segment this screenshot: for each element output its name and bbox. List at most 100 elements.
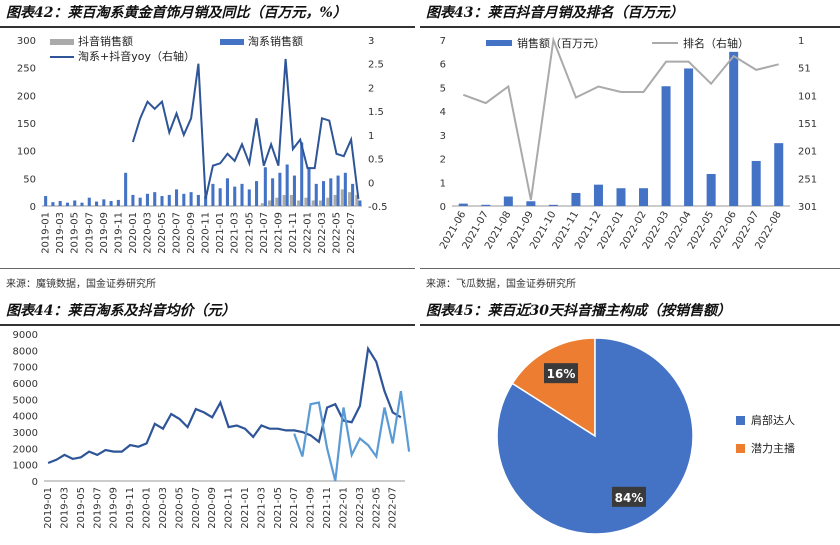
x-tick-label: 2022-07 — [346, 212, 357, 254]
bar-sales-2022-03 — [661, 86, 671, 206]
legend-label: 潜力主播 — [751, 441, 795, 455]
line-yoy — [131, 58, 360, 200]
x-tick-label: 2020-07 — [172, 212, 183, 254]
x-tick-label: 2019-09 — [109, 487, 120, 529]
y-left-tick-label: 7 — [440, 36, 446, 47]
bar-taoxi-2019-01 — [44, 196, 48, 206]
chart-panel-45: 图表45：莱百近30天抖音播主构成（按销售额） 16% 84% 肩部达人 潜力主播 — [420, 298, 840, 545]
bar-taoxi-2020-10 — [196, 194, 200, 206]
y-right-tick-label: 2.5 — [368, 60, 384, 71]
bar-taoxi-2022-01 — [307, 167, 311, 206]
y-left-tick-label: 0 — [30, 202, 36, 213]
chart-panel-42: 图表42：莱百淘系黄金首饰月销及同比（百万元，%） 0 50 100 150 200 25… — [0, 0, 415, 292]
x-tick-label: 2021-03 — [230, 212, 241, 254]
bar-sales-2022-04 — [684, 68, 694, 206]
bar-taoxi-2021-10 — [285, 164, 289, 206]
bar-taoxi-2020-04 — [153, 192, 157, 206]
x-tick-label: 2021-07 — [289, 487, 300, 529]
x-tick-label: 2019-09 — [99, 212, 110, 254]
bar-sales-2021-06 — [458, 203, 468, 206]
bar-taoxi-2019-08 — [95, 201, 99, 206]
bar-sales-2022-01 — [616, 188, 626, 206]
y-right-tick-label: 151 — [798, 119, 817, 130]
bar-sales-2022-05 — [706, 173, 716, 206]
legend-swatch — [220, 39, 244, 45]
bar-sales-2022-06 — [729, 51, 739, 206]
x-tick-label: 2021-01 — [240, 487, 251, 529]
pie-data-label: 84% — [615, 491, 644, 505]
y-left-tick-label: 1 — [440, 178, 446, 189]
x-tick-label: 2020-09 — [186, 212, 197, 254]
line-price-1 — [293, 391, 411, 482]
line-rank — [462, 36, 779, 201]
y-tick-label: 2000 — [13, 444, 38, 455]
y-tick-label: 5000 — [13, 395, 38, 406]
bar-douyin-2021-08 — [268, 200, 272, 206]
x-tick-label: 2019-05 — [70, 212, 81, 254]
bar-taoxi-2019-06 — [80, 202, 84, 206]
legend-swatch — [736, 416, 745, 425]
line-price-0 — [47, 345, 402, 465]
source-rule-42 — [0, 268, 415, 269]
bar-sales-2022-07 — [751, 160, 761, 206]
bar-taoxi-2022-06 — [343, 172, 347, 206]
x-tick-label: 2022-03 — [355, 487, 366, 529]
bar-taoxi-2021-03 — [233, 186, 237, 206]
bar-taoxi-2022-04 — [329, 178, 333, 206]
y-left-tick-label: 4 — [440, 107, 446, 118]
y-right-tick-label: 101 — [798, 91, 817, 102]
x-tick-label: 2021-03 — [256, 487, 267, 529]
x-tick-label: 2019-07 — [92, 487, 103, 529]
bar-sales-2021-09 — [526, 201, 536, 206]
bar-taoxi-2021-07 — [263, 167, 267, 206]
chart-source-42: 来源：魔镜数据，国金证券研究所 — [6, 279, 156, 290]
y-right-tick-label: 1 — [368, 131, 374, 142]
bar-taoxi-2020-07 — [175, 189, 179, 206]
y-tick-label: 8000 — [13, 346, 38, 357]
legend-label: 抖音销售额 — [78, 34, 133, 48]
y-right-tick-label: 2 — [368, 83, 374, 94]
bar-taoxi-2022-07 — [351, 183, 355, 206]
x-tick-label: 2019-01 — [41, 212, 52, 254]
x-tick-label: 2021-11 — [322, 487, 333, 529]
bar-taoxi-2021-01 — [218, 188, 222, 206]
bar-douyin-2022-04 — [326, 197, 330, 206]
bar-douyin-2022-05 — [333, 194, 337, 206]
x-tick-label: 2022-03 — [317, 212, 328, 254]
bar-douyin-2022-01 — [304, 197, 308, 206]
y-right-tick-label: -0.5 — [368, 202, 388, 213]
chart-title-44: 图表44：莱百淘系及抖音均价（元） — [6, 303, 236, 319]
x-tick-label: 2021-09 — [273, 212, 284, 254]
bar-douyin-2021-07 — [260, 203, 264, 206]
y-left-tick-label: 5 — [440, 83, 446, 94]
x-tick-label: 2021-11 — [288, 212, 299, 254]
title-rule-43 — [420, 26, 840, 28]
x-tick-label: 2020-05 — [157, 212, 168, 254]
bar-sales-2022-02 — [639, 188, 649, 206]
y-right-tick-label: 1 — [798, 36, 804, 47]
bar-taoxi-2019-04 — [65, 202, 69, 206]
bar-douyin-2022-06 — [340, 189, 344, 206]
y-tick-label: 4000 — [13, 412, 38, 423]
y-left-tick-label: 300 — [17, 36, 36, 47]
x-tick-label: 2019-03 — [60, 487, 71, 529]
bar-taoxi-2019-10 — [109, 201, 113, 206]
bar-sales-2021-12 — [593, 184, 603, 206]
legend-label: 肩部达人 — [751, 413, 795, 427]
x-tick-label: 2020-03 — [142, 212, 153, 254]
chart-panel-44: 图表44：莱百淘系及抖音均价（元） 0 1000 2000 3000 4000 5000 6… — [0, 298, 415, 545]
bar-taoxi-2020-09 — [189, 192, 193, 206]
x-tick-label: 2019-07 — [84, 212, 95, 254]
legend-swatch — [50, 39, 74, 45]
pie-data-label: 16% — [547, 367, 576, 381]
x-tick-label: 2020-09 — [207, 487, 218, 529]
title-rule-45 — [420, 324, 840, 326]
y-right-tick-label: 201 — [798, 147, 817, 158]
x-tick-label: 2022-01 — [338, 487, 349, 529]
y-left-tick-label: 250 — [17, 64, 36, 75]
pie-slice-潜力主播 — [511, 337, 596, 438]
bar-taoxi-2021-08 — [271, 178, 275, 206]
source-rule-43 — [420, 268, 840, 269]
x-tick-label: 2020-05 — [174, 487, 185, 529]
bar-douyin-2021-10 — [282, 194, 286, 206]
